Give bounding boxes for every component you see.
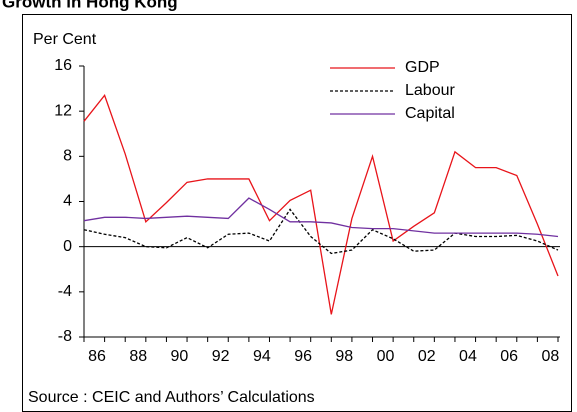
- x-tick-label: 04: [459, 348, 477, 365]
- x-tick-label: 06: [500, 348, 518, 365]
- legend-label: Labour: [405, 82, 455, 99]
- y-tick-label: 0: [63, 238, 72, 255]
- series-line: [83, 208, 559, 255]
- source: Source : CEIC and Authors’ Calculations: [28, 389, 315, 406]
- x-tick-label: 02: [418, 348, 436, 365]
- y-axis-label: Per Cent: [33, 31, 97, 48]
- y-tick-label: 16: [54, 57, 72, 74]
- x-tick-label: 08: [541, 348, 559, 365]
- x-tick-label: 92: [212, 348, 230, 365]
- y-tick-label: 12: [54, 102, 72, 119]
- series-line: [83, 94, 559, 315]
- legend-label: Capital: [405, 105, 455, 122]
- series-line: [83, 197, 559, 238]
- x-tick-label: 86: [88, 348, 106, 365]
- y-tick-label: -8: [58, 328, 72, 345]
- y-tick-label: 8: [63, 148, 72, 165]
- y-tick-label: -4: [58, 283, 72, 300]
- x-tick-label: 00: [377, 348, 395, 365]
- chart-title: Growth in Hong Kong: [2, 0, 178, 11]
- x-tick-label: 96: [294, 348, 312, 365]
- x-tick-label: 90: [171, 348, 189, 365]
- x-tick-label: 94: [253, 348, 271, 365]
- y-tick-label: 4: [63, 193, 72, 210]
- legend-label: GDP: [405, 59, 440, 76]
- x-tick-label: 88: [129, 348, 147, 365]
- x-tick-label: 98: [335, 348, 353, 365]
